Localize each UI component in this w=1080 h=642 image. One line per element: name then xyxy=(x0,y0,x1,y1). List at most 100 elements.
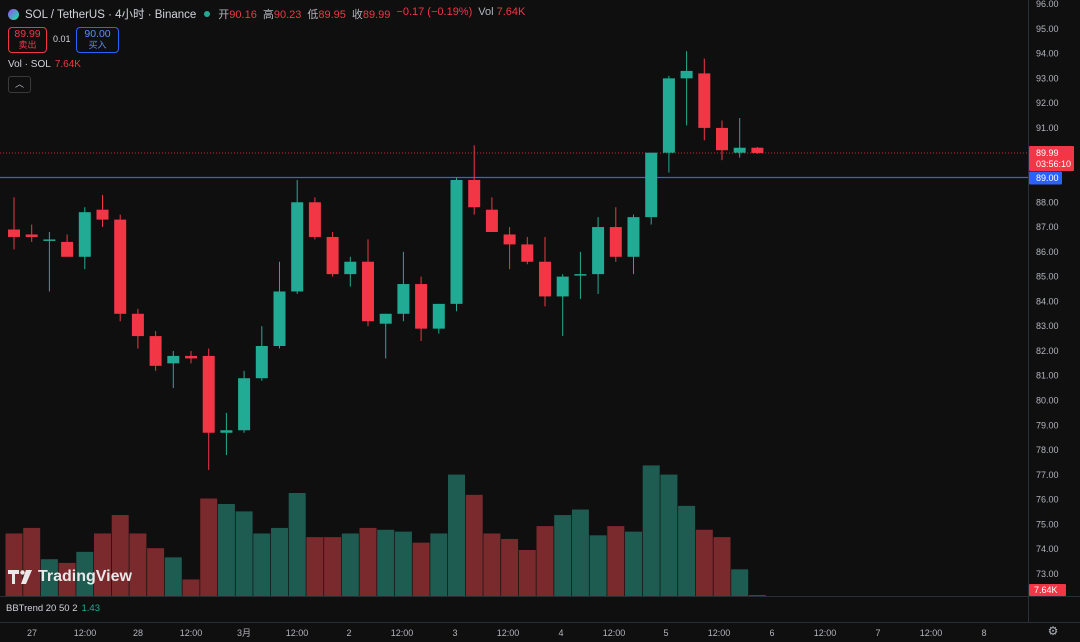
volume-bar xyxy=(678,505,696,596)
chevron-up-icon: ︿ xyxy=(14,79,24,89)
volume-legend[interactable]: Vol · SOL 7.64K xyxy=(8,59,81,70)
x-tick-label: 7 xyxy=(875,628,880,638)
candle-body xyxy=(503,234,516,245)
volume-legend-value: 7.64K xyxy=(54,59,81,70)
candle xyxy=(574,251,587,299)
volume-bar xyxy=(465,494,483,596)
y-tick-label: 84.00 xyxy=(1036,296,1059,306)
candle xyxy=(149,331,162,371)
y-tick-label: 81.00 xyxy=(1036,371,1059,381)
candle xyxy=(131,308,144,349)
volume-bar xyxy=(58,562,76,596)
y-tick-label: 91.00 xyxy=(1036,123,1059,133)
x-tick-label: 27 xyxy=(27,628,37,638)
candle xyxy=(273,261,286,349)
y-tick-label: 88.00 xyxy=(1036,197,1059,207)
y-tick-label: 82.00 xyxy=(1036,346,1059,356)
vol-label: Vol xyxy=(478,6,494,18)
bbtrend-value: 1.43 xyxy=(81,603,100,614)
candle xyxy=(78,207,91,270)
bbtrend-legend[interactable]: BBTrend 20 50 2 1.43 xyxy=(6,603,100,614)
candle xyxy=(503,227,516,270)
x-tick-label: 12:00 xyxy=(74,628,97,638)
volume-bar xyxy=(147,548,165,596)
candle xyxy=(255,326,268,381)
volume-bar xyxy=(217,504,235,596)
tradingview-watermark: TradingView xyxy=(8,568,132,586)
x-tick-label: 8 xyxy=(981,628,986,638)
candle xyxy=(202,348,215,470)
x-tick-label: 12:00 xyxy=(497,628,520,638)
y-tick-label: 93.00 xyxy=(1036,73,1059,83)
candle xyxy=(185,350,197,364)
candle-body xyxy=(131,313,144,337)
candle-body xyxy=(291,202,304,292)
volume-bar xyxy=(271,527,288,596)
collapse-legend-button[interactable]: ︿ xyxy=(8,76,31,93)
candle xyxy=(592,217,605,294)
candle-body xyxy=(450,179,463,304)
candle xyxy=(521,236,534,265)
tradingview-logo-icon xyxy=(8,570,32,584)
volume-bar xyxy=(660,474,678,596)
y-tick-label: 85.00 xyxy=(1036,272,1059,282)
candle-body xyxy=(379,313,392,324)
x-tick-label: 12:00 xyxy=(391,628,414,638)
volume-bar xyxy=(200,498,218,596)
volume-bar xyxy=(40,559,58,596)
volume-bar xyxy=(94,533,111,596)
y-tick-label: 95.00 xyxy=(1036,24,1059,34)
candle xyxy=(432,303,445,334)
volume-bar xyxy=(625,531,642,596)
y-tick-label: 77.00 xyxy=(1036,470,1059,480)
volume-bar xyxy=(111,515,129,596)
volume-bar xyxy=(324,537,342,596)
y-tick-label: 75.00 xyxy=(1036,519,1059,529)
horizontal-line-tag xyxy=(1029,171,1062,185)
symbol-title[interactable]: SOL / TetherUS · 4小时 · Binance xyxy=(25,9,197,21)
candle-body xyxy=(78,212,91,257)
candle xyxy=(8,197,20,250)
candle-body xyxy=(432,303,445,329)
candle-body xyxy=(556,276,569,297)
volume-bar xyxy=(607,526,625,596)
ohlc-values: 开90.16 高90.23 低89.95 收89.99 −0.17 (−0.19… xyxy=(218,6,525,22)
candle xyxy=(627,214,640,275)
volume-price-tag xyxy=(1029,584,1066,596)
candle-body xyxy=(43,239,56,241)
candle-body xyxy=(645,152,658,218)
volume-bar xyxy=(164,557,182,596)
y-tick-label: 83.00 xyxy=(1036,321,1059,331)
settings-gear-icon[interactable]: ⚙ xyxy=(1047,624,1059,638)
candle-body xyxy=(202,355,215,433)
candle-body xyxy=(592,227,605,275)
volume-bar xyxy=(235,511,253,596)
x-tick-label: 12:00 xyxy=(920,628,943,638)
sell-button[interactable]: 89.99 卖出 xyxy=(8,27,47,53)
candle xyxy=(114,214,127,322)
buy-button[interactable]: 90.00 买入 xyxy=(76,27,119,53)
candle xyxy=(25,224,38,242)
sell-label: 卖出 xyxy=(18,40,37,50)
candle xyxy=(609,207,622,262)
close-label: 收 xyxy=(351,9,363,21)
candle xyxy=(645,152,658,225)
volume-bar xyxy=(748,595,766,596)
volume-bar xyxy=(5,533,23,596)
candle-body xyxy=(255,346,268,379)
candle-body xyxy=(273,291,286,346)
open-label: 开 xyxy=(218,9,230,21)
candle xyxy=(556,274,569,337)
x-tick-label: 3 xyxy=(452,628,457,638)
candle-body xyxy=(751,147,764,153)
volume-legend-label: Vol · SOL xyxy=(8,59,51,70)
candle xyxy=(291,179,304,294)
candle-body xyxy=(574,274,587,276)
candle-body xyxy=(308,202,321,237)
candle-body xyxy=(733,147,746,153)
candle-body xyxy=(61,241,74,257)
candle-body xyxy=(716,127,728,151)
volume-bar xyxy=(589,535,607,596)
x-tick-label: 12:00 xyxy=(286,628,309,638)
